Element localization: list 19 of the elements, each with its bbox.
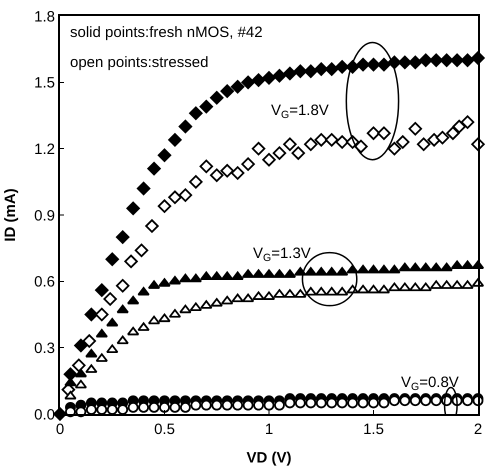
x-axis-title: VD (V): [246, 450, 292, 466]
y-axis-title: ID (mA): [2, 188, 19, 242]
annotation: V$_{G}$=0.8V: [401, 374, 459, 394]
y-tick-label: 1.2: [34, 140, 55, 158]
y-tick-label: 1.8: [34, 8, 55, 26]
y-tick-label: 0.3: [34, 340, 55, 357]
y-tick-label: 0.0: [34, 406, 55, 424]
annotation: open points:stressed: [70, 54, 208, 71]
y-tick-label: 0.9: [34, 207, 55, 224]
x-tick-label: 0: [56, 421, 64, 438]
x-tick-label: 1.5: [363, 421, 384, 438]
x-tick-label: 2: [474, 421, 482, 438]
annotation: V$_{G}$=1.8V: [271, 102, 329, 122]
annotation: solid points:fresh nMOS, #42: [70, 24, 263, 41]
annotation: V$_{G}$=1.3V: [253, 245, 311, 264]
y-tick-label: 1.5: [34, 74, 55, 92]
y-tick-label: 0.6: [34, 274, 55, 291]
x-tick-label: 1: [264, 421, 274, 438]
x-tick-label: 0.5: [154, 421, 175, 438]
